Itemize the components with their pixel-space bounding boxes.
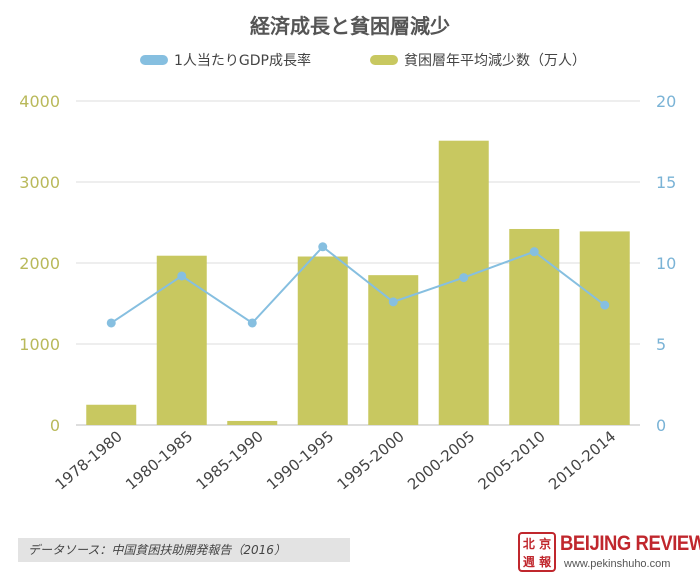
gdp-growth-point <box>388 297 398 307</box>
brand-name: BEIJING REVIEW <box>560 532 700 555</box>
legend-item-poverty-reduction: 貧困層年平均減少数（万人） <box>370 50 586 70</box>
source-box <box>18 538 350 562</box>
left-axis: 0 1000 2000 3000 4000 <box>19 92 60 435</box>
bar <box>579 231 630 425</box>
gdp-growth-point <box>459 273 469 283</box>
gdp-growth-point <box>177 271 187 281</box>
right-axis-tick-label: 15 <box>656 173 676 192</box>
bar <box>227 420 278 425</box>
gdp-growth-point <box>600 300 610 310</box>
right-axis-tick-label: 0 <box>656 416 666 435</box>
chart-legend: 1人当たりGDP成長率 貧困層年平均減少数（万人） <box>0 50 700 72</box>
left-axis-tick-label: 1000 <box>19 335 60 354</box>
gdp-growth-point <box>318 242 328 252</box>
bar <box>297 256 348 425</box>
gdp-growth-point <box>247 318 257 328</box>
right-axis: 0 5 10 15 20 <box>656 92 676 435</box>
chart-plot: 0 1000 2000 3000 4000 0 5 10 15 20 1978-19801980… <box>19 92 676 494</box>
x-axis: 1978-19801980-19851985-19901990-19951995… <box>52 427 620 493</box>
right-axis-tick-label: 20 <box>656 92 676 111</box>
left-axis-tick-label: 4000 <box>19 92 60 111</box>
x-axis-tick-label: 1980-1985 <box>122 427 196 493</box>
bar <box>156 255 207 425</box>
beijing-review-logo: 北 京週 報 BEIJING REVIEW www.pekinshuho.com <box>518 532 700 576</box>
legend-item-gdp-growth: 1人当たりGDP成長率 <box>140 50 311 70</box>
x-axis-tick-label: 1978-1980 <box>52 427 126 493</box>
x-axis-tick-label: 1985-1990 <box>193 427 267 493</box>
legend-swatch-bar <box>370 55 398 65</box>
bar-series <box>86 140 630 425</box>
bar <box>509 228 560 425</box>
legend-swatch-line <box>140 55 168 65</box>
x-axis-tick-label: 2005-2010 <box>475 427 549 493</box>
x-axis-tick-label: 1995-2000 <box>334 427 408 493</box>
right-axis-tick-label: 5 <box>656 335 666 354</box>
left-axis-tick-label: 0 <box>50 416 60 435</box>
gdp-growth-point <box>529 247 539 257</box>
beijing-review-seal-icon: 北 京週 報 <box>518 532 556 572</box>
gdp-growth-point <box>106 318 116 328</box>
left-axis-tick-label: 3000 <box>19 173 60 192</box>
line-series <box>106 242 610 328</box>
gdp-growth-line <box>110 245 606 325</box>
left-axis-tick-label: 2000 <box>19 254 60 273</box>
legend-label-poverty-reduction: 貧困層年平均減少数（万人） <box>404 53 586 69</box>
source-note: データソース：中国貧困扶助開発報告（2016） <box>28 543 286 557</box>
chart-title: 経済成長と貧困層減少 <box>250 14 450 38</box>
x-axis-tick-label: 2000-2005 <box>404 427 478 493</box>
legend-label-gdp-growth: 1人当たりGDP成長率 <box>174 53 311 69</box>
x-axis-tick-label: 1990-1995 <box>263 427 337 493</box>
bar <box>86 404 137 425</box>
x-axis-tick-label: 2010-2014 <box>545 427 619 493</box>
right-axis-tick-label: 10 <box>656 254 676 273</box>
brand-url: www.pekinshuho.com <box>564 558 671 570</box>
